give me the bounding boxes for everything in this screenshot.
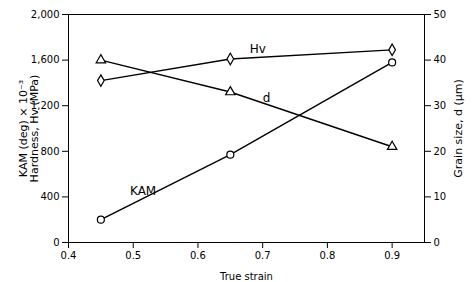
svg-text:800: 800 xyxy=(40,146,59,157)
svg-text:Hv: Hv xyxy=(250,42,266,56)
svg-text:1,600: 1,600 xyxy=(31,54,60,65)
svg-text:0.5: 0.5 xyxy=(125,250,141,261)
svg-text:40: 40 xyxy=(434,54,447,65)
svg-text:0.8: 0.8 xyxy=(319,250,335,261)
svg-text:2,000: 2,000 xyxy=(31,9,60,20)
svg-text:d: d xyxy=(263,91,271,105)
svg-text:KAM: KAM xyxy=(130,184,156,198)
svg-text:True strain: True strain xyxy=(219,271,273,282)
svg-text:0.7: 0.7 xyxy=(255,250,271,261)
svg-text:30: 30 xyxy=(434,100,447,111)
svg-text:50: 50 xyxy=(434,9,447,20)
svg-text:0: 0 xyxy=(434,237,440,248)
svg-text:KAM (deg) × 10⁻³Hardness, Hv (: KAM (deg) × 10⁻³Hardness, Hv (MPa) xyxy=(17,75,41,183)
svg-text:10: 10 xyxy=(434,191,447,202)
svg-text:0.4: 0.4 xyxy=(61,250,77,261)
svg-text:20: 20 xyxy=(434,146,447,157)
svg-text:0.6: 0.6 xyxy=(190,250,206,261)
svg-text:0: 0 xyxy=(53,237,59,248)
svg-text:400: 400 xyxy=(40,191,59,202)
svg-text:Grain size, d (μm): Grain size, d (μm) xyxy=(452,79,465,177)
svg-text:0.9: 0.9 xyxy=(384,250,400,261)
svg-text:1,200: 1,200 xyxy=(30,99,60,111)
